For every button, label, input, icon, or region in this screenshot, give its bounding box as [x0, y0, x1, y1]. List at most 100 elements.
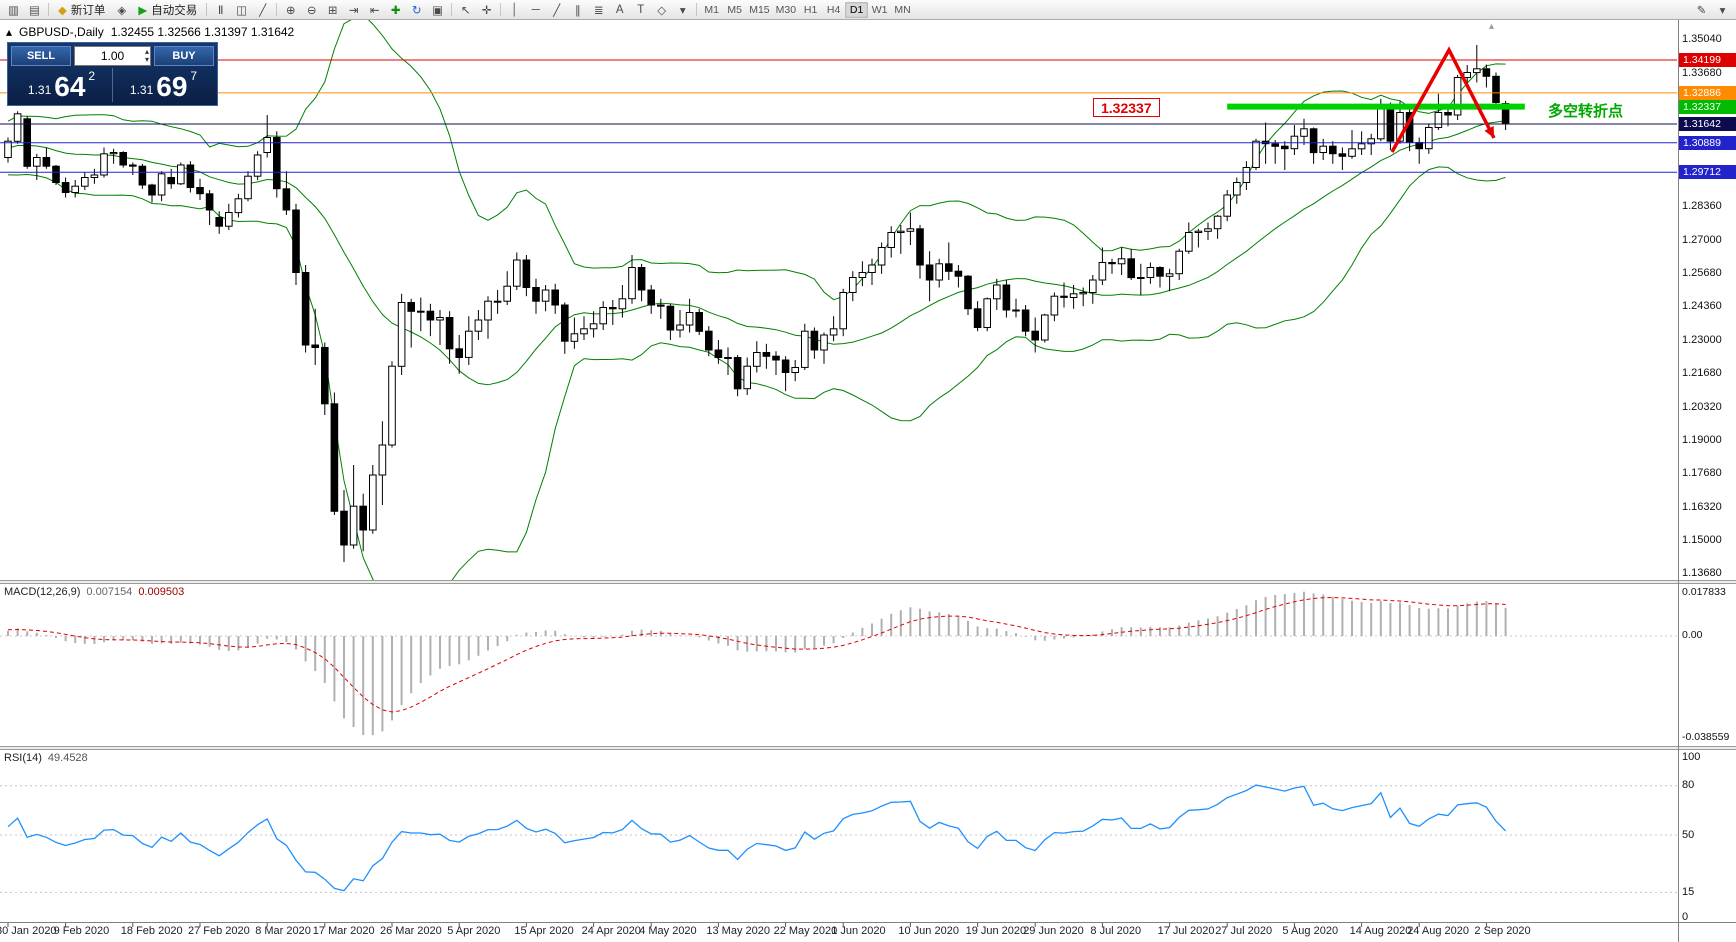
- buy-button[interactable]: BUY: [154, 46, 214, 66]
- main-price-pane: [0, 20, 1677, 580]
- chart-shift-icon[interactable]: ⇤: [369, 4, 380, 17]
- horizontal-line-icon[interactable]: ─: [531, 3, 540, 16]
- new-order-button-label: 新订单: [70, 4, 106, 17]
- text-label-icon[interactable]: T: [637, 3, 645, 16]
- time-axis-label: 30 Jan 2020: [0, 925, 57, 937]
- draw-tool-icon[interactable]: ✎: [1696, 4, 1707, 17]
- timeframe-m5-button[interactable]: M5: [723, 2, 746, 18]
- price-axis-label: 1.20320: [1682, 400, 1722, 413]
- toolbar-separator: [48, 3, 49, 16]
- time-axis-label: 15 Apr 2020: [514, 925, 574, 937]
- macd-signal-line: [7, 597, 1506, 713]
- time-axis-label: 5 Apr 2020: [447, 925, 501, 937]
- time-axis-label: 29 Jun 2020: [1023, 925, 1084, 937]
- line-chart-icon[interactable]: ╱: [259, 4, 267, 17]
- time-axis-label: 1 Jun 2020: [831, 925, 886, 937]
- macd-axis-max: 0.017833: [1682, 586, 1726, 598]
- vertical-line-icon[interactable]: │: [511, 3, 519, 16]
- main-toolbar: ▥ ▤ ◆ 新订单 ◈ ▶ 自动交易 Ⅱ ◫ ╱ ⊕ ⊖ ⊞ ⇥ ⇤ ✚ ↻ ▣ ↖ ✛ │ ─ ╱ ∥ ≣ A T ◇ ▾ M1 M5 M1…: [0, 0, 1736, 20]
- timeframe-h1-button[interactable]: H1: [799, 2, 822, 18]
- profiles-icon[interactable]: ▤: [29, 4, 40, 17]
- timeframe-mn-button[interactable]: MN: [891, 2, 914, 18]
- auto-scroll-icon[interactable]: ⇥: [348, 4, 359, 17]
- toolbar-options-icon[interactable]: ▾: [1719, 4, 1726, 17]
- auto-trading-button-label: 自动交易: [151, 4, 198, 17]
- trade-panel-toggle-icon[interactable]: ▴: [6, 25, 13, 39]
- volume-input[interactable]: 1.00 ▴ ▾: [74, 46, 151, 66]
- cycle-icon[interactable]: ↻: [411, 4, 422, 17]
- timeframe-m1-button[interactable]: M1: [700, 2, 723, 18]
- volume-up-icon[interactable]: ▴: [144, 47, 149, 56]
- zoom-in-icon[interactable]: ⊕: [285, 4, 296, 17]
- timeframe-m30-button[interactable]: M30: [773, 2, 799, 18]
- crosshair-icon[interactable]: ✛: [481, 4, 492, 17]
- new-order-button[interactable]: ◆ 新订单: [52, 1, 111, 18]
- pane-separator-rsi[interactable]: [0, 746, 1736, 750]
- volume-down-icon[interactable]: ▾: [144, 55, 149, 64]
- pane-separator-macd[interactable]: [0, 580, 1736, 584]
- time-axis-label: 4 May 2020: [639, 925, 697, 937]
- new-chart-icon[interactable]: ▥: [8, 4, 19, 17]
- price-axis-label: 1.24360: [1682, 299, 1722, 312]
- auto-trading-button[interactable]: ▶ 自动交易: [132, 1, 203, 18]
- price-axis-label: 1.33680: [1682, 66, 1722, 79]
- rsi-pane: [0, 784, 1677, 893]
- zone-annotation-text[interactable]: 多空转折点: [1548, 103, 1624, 120]
- timeframe-h4-button[interactable]: H4: [822, 2, 845, 18]
- rsi-axis-label: 80: [1682, 779, 1695, 792]
- bar-chart-icon[interactable]: Ⅱ: [217, 4, 224, 17]
- trendline-icon[interactable]: ╱: [553, 4, 561, 17]
- time-axis-label: 27 Jul 2020: [1215, 925, 1273, 937]
- sell-button[interactable]: SELL: [11, 46, 71, 66]
- zoom-out-icon[interactable]: ⊖: [306, 4, 317, 17]
- candlestick-chart-icon[interactable]: ◫: [236, 4, 248, 17]
- trend-arrow-head: [1484, 126, 1494, 138]
- indicators-icon[interactable]: ✚: [390, 4, 401, 17]
- timeframe-d1-button[interactable]: D1: [845, 1, 869, 18]
- chart-shift-marker-icon: ▴: [1489, 21, 1495, 32]
- candlestick-series: [4, 45, 1510, 562]
- time-axis-label: 19 Jun 2020: [965, 925, 1027, 937]
- chart-ohlc-values: 1.32455 1.32566 1.31397 1.31642: [110, 25, 295, 39]
- channel-icon[interactable]: ∥: [574, 4, 581, 17]
- rsi-indicator-header: RSI(14) 49.4528: [4, 752, 88, 764]
- bollinger-bands: [7, 20, 1506, 580]
- tile-windows-icon[interactable]: ⊞: [327, 4, 338, 17]
- time-axis[interactable]: 30 Jan 2020 9 Feb 2020 18 Feb 2020 27 Feb 2…: [0, 925, 1678, 941]
- timeframe-w1-button[interactable]: W1: [868, 2, 891, 18]
- bid-price[interactable]: 1.31 64 2: [11, 68, 112, 102]
- price-badge: 1.32337: [1679, 99, 1736, 114]
- data-window-icon[interactable]: ▣: [432, 4, 444, 17]
- price-level-annotation[interactable]: 1.32337: [1093, 98, 1160, 117]
- cursor-icon[interactable]: ↖: [460, 4, 471, 17]
- fibonacci-icon[interactable]: ≣: [593, 4, 604, 17]
- time-axis-label: 2 Sep 2020: [1474, 925, 1531, 937]
- ask-pip-digit: 7: [190, 69, 198, 83]
- text-icon[interactable]: A: [615, 3, 624, 16]
- rsi-value: 49.4528: [47, 752, 88, 764]
- rsi-axis-label: 15: [1682, 885, 1695, 898]
- time-axis-label: 17 Jul 2020: [1157, 925, 1215, 937]
- price-axis-label: 1.17680: [1682, 466, 1722, 479]
- price-axis-label: 1.35040: [1682, 32, 1722, 45]
- shapes-icon[interactable]: ◇: [657, 4, 667, 17]
- time-axis-label: 9 Feb 2020: [53, 925, 110, 937]
- time-axis-label: 22 May 2020: [773, 925, 838, 937]
- market-watch-icon[interactable]: ◈: [117, 4, 127, 17]
- price-axis-border: [1678, 20, 1679, 942]
- macd-signal-value: 0.009503: [138, 586, 185, 598]
- shapes-dropdown-icon[interactable]: ▾: [679, 4, 686, 17]
- price-axis-label: 1.16320: [1682, 500, 1722, 513]
- timeframe-m15-button[interactable]: M15: [746, 2, 772, 18]
- time-axis-label: 17 Mar 2020: [312, 925, 375, 937]
- ask-price[interactable]: 1.31 69 7: [112, 68, 214, 102]
- macd-indicator-header: MACD(12,26,9) 0.007154 0.009503: [4, 586, 184, 598]
- price-axis[interactable]: 1.35040 1.33680 1.28360 1.27000 1.25680 1.243…: [1679, 0, 1736, 942]
- rsi-axis-label: 0: [1682, 910, 1689, 923]
- price-badge: 1.31642: [1679, 117, 1736, 131]
- time-axis-label: 14 Aug 2020: [1349, 925, 1412, 937]
- toolbar-separator: [451, 3, 453, 16]
- symbol-header: ▴ GBPUSD-,Daily 1.32455 1.32566 1.31397 …: [6, 25, 294, 39]
- time-axis-label: 13 May 2020: [706, 925, 770, 937]
